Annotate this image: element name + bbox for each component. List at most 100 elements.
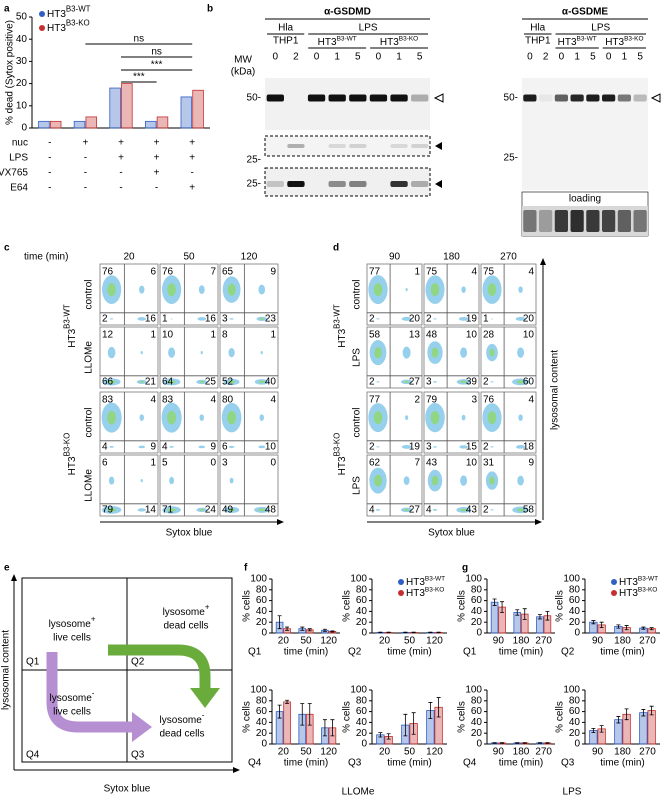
node-label-base: lysosome (163, 607, 206, 618)
x-tick-label: 50 (300, 747, 312, 758)
y-tick-label: 20 (256, 617, 268, 628)
quadrant-percent: 1 (150, 458, 156, 469)
cell-population-core (107, 380, 116, 384)
blot-band (539, 210, 553, 232)
cell-population (170, 318, 173, 320)
flow-plot (219, 454, 279, 517)
y-tick-label: 100 (350, 574, 367, 585)
quadrant-percent: 5 (162, 458, 168, 469)
bar (73, 120, 86, 129)
error-bar (277, 704, 282, 719)
quadrant-label: Q3 (561, 758, 575, 769)
condition-value: - (48, 168, 51, 179)
group-label-base: HT3 (67, 456, 78, 475)
time-label: 120 (241, 252, 258, 263)
y-tick-label: 60 (471, 595, 483, 606)
cell-population-core (107, 283, 116, 297)
lane-label: 2 (543, 52, 549, 63)
y-tick-label: 40 (256, 717, 268, 728)
cell-population (518, 414, 523, 421)
error-bar (616, 716, 621, 724)
blot-band (411, 94, 429, 102)
y-axis-label: % cells (242, 590, 253, 622)
panel-label: d (333, 243, 339, 254)
condition-value: - (48, 183, 51, 194)
cell-population (110, 318, 114, 320)
lane-label: 1 (334, 52, 340, 63)
error-bar (386, 631, 391, 634)
condition-value: - (84, 153, 87, 164)
cell-population (168, 347, 176, 358)
crop-box (264, 135, 431, 157)
arrow-head (190, 688, 220, 708)
cell-population-core (107, 508, 116, 512)
blot-band (586, 210, 600, 232)
error-bar (428, 631, 433, 634)
cell-population-core (430, 283, 440, 297)
quadrant-percent: 24 (205, 505, 217, 516)
cell-population (490, 381, 494, 383)
quadrant-label: Q2 (348, 647, 362, 658)
quadrant-percent: 66 (102, 377, 114, 388)
error-bar (616, 624, 621, 629)
y-tick-label: 40 (356, 606, 368, 617)
error-bar (277, 615, 282, 630)
quadrant-percent: 4 (369, 505, 375, 516)
legend-label: HT3B3-WT (619, 575, 658, 588)
y-tick-label: 40 (471, 717, 483, 728)
legend-label-sup: B3-WT (638, 575, 658, 582)
y-tick-label: 80 (256, 695, 268, 706)
significance-label: ns (151, 47, 162, 58)
quadrant-percent: 62 (369, 458, 381, 469)
condition-value: + (154, 153, 160, 164)
loading-label: loading (569, 194, 601, 205)
blot-band (554, 94, 568, 102)
x-tick-label: 20 (379, 636, 391, 647)
condition-value: + (189, 183, 195, 194)
time-label: 90 (389, 252, 401, 263)
panel-label: f (244, 563, 248, 574)
quadrant-label: Q4 (26, 750, 40, 761)
y-axis-label: % cells (457, 590, 468, 622)
quadrant-percent: 49 (222, 505, 234, 516)
x-axis-label: time (min) (387, 758, 431, 769)
cell-population-core (258, 380, 265, 384)
legend-label-base: HT3 (619, 588, 638, 599)
lane-label: 1 (396, 52, 402, 63)
cell-population (517, 347, 525, 358)
cell-population (460, 347, 468, 358)
error-bar (515, 609, 520, 616)
condition-value: + (189, 153, 195, 164)
strain-label-base: HT3 (318, 37, 337, 48)
blot-title: α-GSDME (562, 7, 608, 18)
y-tick-label: 0 (21, 123, 27, 134)
quadrant-label: Q3 (131, 750, 145, 761)
cell-population-core (227, 410, 237, 425)
cell-population-core (487, 283, 497, 297)
significance-label: ns (134, 34, 145, 45)
quadrant-percent: 13 (409, 330, 421, 341)
quadrant-percent: 10 (466, 458, 478, 469)
lane-label: 1 (574, 52, 580, 63)
blot-band (307, 94, 326, 102)
cell-population (228, 347, 235, 358)
error-bar (285, 699, 290, 704)
quadrant-percent: 21 (145, 377, 157, 388)
quadrant-percent: 2 (483, 505, 489, 516)
x-tick-label: 180 (513, 747, 530, 758)
condition-value: - (119, 168, 122, 179)
x-tick-label: 50 (300, 636, 312, 647)
cell-population (260, 350, 263, 355)
x-axis-label: Sytox blue (104, 784, 151, 795)
error-bar (411, 631, 416, 634)
flow-plot (219, 326, 279, 389)
arrow-head (132, 712, 152, 742)
cell-population (461, 414, 466, 421)
y-tick-label: 60 (356, 595, 368, 606)
quadrant-percent: 2 (102, 314, 108, 325)
panel-label: g (462, 563, 468, 574)
cell-population (490, 446, 494, 448)
condition-value: - (119, 183, 122, 194)
cell-population (139, 414, 144, 421)
bar (85, 116, 98, 129)
